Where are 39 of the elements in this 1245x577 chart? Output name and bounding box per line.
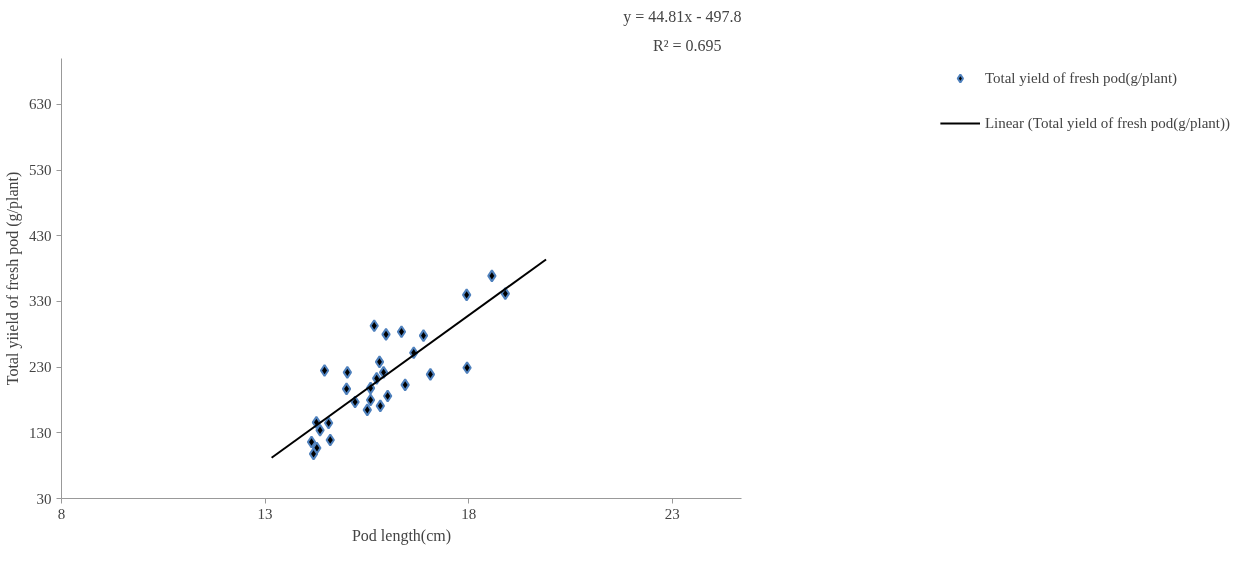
point	[374, 355, 385, 369]
point	[381, 327, 391, 341]
point	[315, 423, 325, 437]
point	[425, 367, 436, 381]
y-tick-label: 530	[29, 162, 52, 179]
point	[487, 269, 497, 283]
point	[369, 319, 379, 333]
x-tick-label: 18	[461, 505, 477, 522]
point	[325, 433, 335, 447]
y-tick-label: 30	[36, 490, 52, 507]
point	[323, 416, 334, 430]
legend-label: Total yield of fresh pod(g/plant)	[984, 69, 1178, 87]
point	[461, 288, 472, 302]
x-tick-label: 23	[664, 505, 680, 522]
text: R² = 0.695	[653, 36, 722, 54]
point	[306, 435, 317, 449]
y-tick-label: 230	[29, 359, 52, 376]
point	[341, 382, 352, 396]
x-tick-label: 13	[257, 505, 273, 522]
point	[362, 403, 372, 417]
x-axis-title: Pod length(cm)	[351, 526, 452, 545]
point	[462, 361, 472, 375]
y-tick-label: 330	[29, 293, 52, 310]
y-tick-label: 630	[29, 96, 52, 113]
point	[365, 393, 376, 407]
y-tick-label: 130	[29, 424, 52, 441]
point	[319, 363, 330, 377]
y-tick-label: 430	[29, 227, 52, 244]
point	[308, 447, 319, 461]
point	[382, 389, 393, 403]
point	[375, 399, 385, 413]
y-axis-title: Total yiield of fresh pod (g/plant)	[4, 171, 22, 386]
point	[400, 378, 410, 392]
point	[418, 329, 429, 343]
legend-label: Linear (Total yield of fresh pod(g/plant))	[984, 114, 1230, 132]
point	[396, 325, 407, 339]
point	[342, 365, 353, 379]
text: y = 44.81x - 497.8	[623, 7, 742, 26]
x-tick-label: 8	[57, 505, 66, 522]
